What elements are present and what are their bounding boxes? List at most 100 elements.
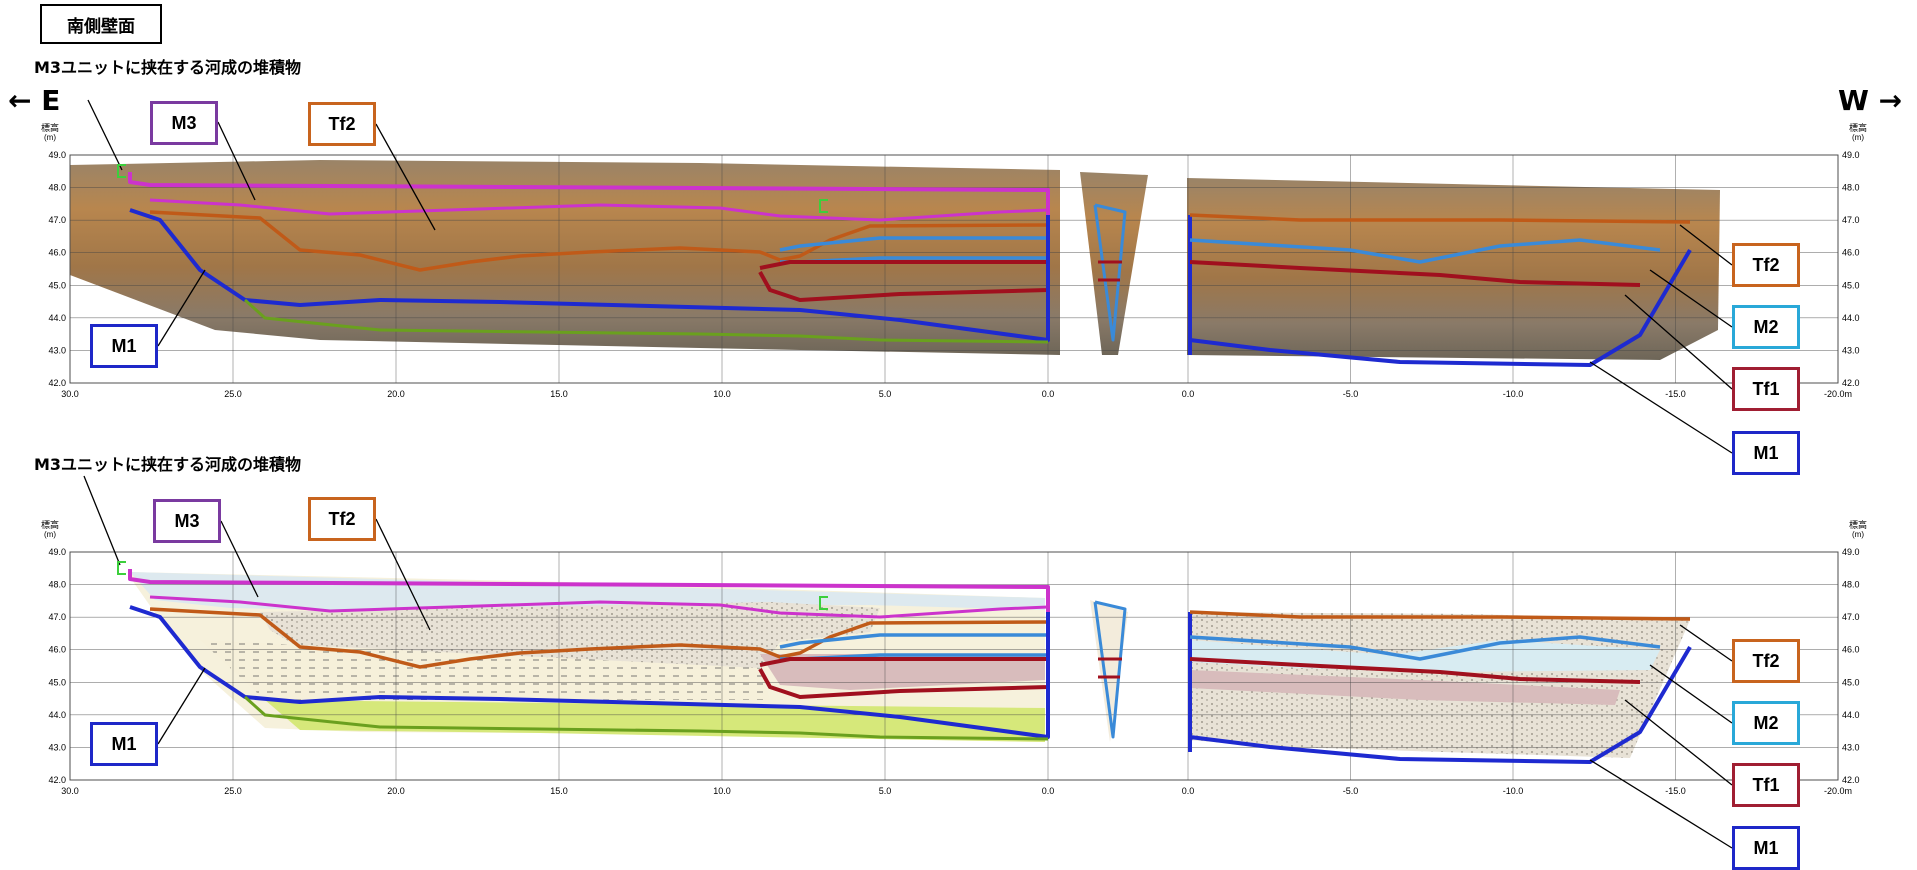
y-tick-label-left: 43.0	[48, 742, 66, 752]
leader-tf2-top	[375, 123, 436, 231]
y-tick-label-right: 44.0	[1842, 313, 1860, 323]
y-tick-label-left: 44.0	[48, 710, 66, 720]
m1-right-boundary	[1189, 248, 1692, 367]
m3-boundary	[128, 172, 1050, 215]
label-m2-bottom-right: M2	[1732, 701, 1800, 745]
label-m1-bottom-left: M1	[90, 722, 158, 766]
y-tick-label-right: 48.0	[1842, 580, 1860, 590]
note-bottom: M3ユニットに挟在する河成の堆積物	[34, 455, 302, 474]
y-tick-label-right: 46.0	[1842, 645, 1860, 655]
m1-boundary	[129, 208, 1050, 342]
elevation-unit-left: (m)	[44, 133, 56, 142]
y-tick-label-left: 45.0	[48, 677, 66, 687]
leader-tf2-top-right	[1679, 224, 1733, 266]
y-tick-label-right: 47.0	[1842, 612, 1860, 622]
x-tick-label: -5.0	[1343, 389, 1359, 399]
figure-title: 南側壁面	[40, 4, 162, 44]
photo-right-section	[1187, 178, 1720, 360]
x-tick-label: -10.0	[1503, 389, 1524, 399]
leader-tf1-top-right	[1624, 294, 1733, 390]
m3-lower-boundary	[149, 595, 1049, 619]
y-tick-label-left: 42.0	[48, 378, 66, 388]
y-tick-label-right: 43.0	[1842, 742, 1860, 752]
m1-boundary	[129, 605, 1050, 739]
tf2-right-boundary	[1189, 610, 1691, 621]
leader-note-bottom	[83, 475, 121, 566]
x-tick-label: -20.0m	[1824, 389, 1852, 399]
x-tick-label: 30.0	[61, 389, 79, 399]
y-tick-label-left: 49.0	[48, 547, 66, 557]
river-deposit-bracket	[117, 561, 126, 575]
label-m2-top-right: M2	[1732, 305, 1800, 349]
leader-m1-bottom-right	[1589, 759, 1733, 849]
x-tick-label: -5.0	[1343, 786, 1359, 796]
label-tf2-top-right: Tf2	[1732, 243, 1800, 287]
m2-right-boundary	[1189, 238, 1661, 264]
x-tick-label: -15.0	[1665, 786, 1686, 796]
m2-right-boundary	[1189, 635, 1661, 661]
elevation-unit-right: (m)	[1852, 133, 1864, 142]
label-tf2-bottom-right: Tf2	[1732, 639, 1800, 683]
label-m1-bottom-right: M1	[1732, 826, 1800, 870]
x-tick-label: -15.0	[1665, 389, 1686, 399]
elevation-label-left: 標高	[41, 122, 59, 133]
x-tick-label: 25.0	[224, 786, 242, 796]
leader-m1-top-left	[157, 269, 206, 347]
sketch-wedge	[1090, 600, 1128, 742]
m3-lower-boundary	[149, 198, 1049, 222]
elevation-unit-right: (m)	[1852, 530, 1864, 539]
note-top: M3ユニットに挟在する河成の堆積物	[34, 58, 302, 77]
leader-lines	[83, 99, 1733, 849]
west-direction-arrow: W →	[1838, 84, 1903, 117]
y-tick-label-left: 43.0	[48, 345, 66, 355]
x-tick-label: 15.0	[550, 389, 568, 399]
leader-m1-bottom-left	[157, 667, 206, 745]
elevation-label-right: 標高	[1849, 519, 1867, 530]
sketch-right-tf1-fill	[1190, 670, 1620, 705]
river-deposit-bracket	[819, 199, 828, 213]
y-tick-label-left: 48.0	[48, 580, 66, 590]
x-tick-label: 0.0	[1182, 389, 1195, 399]
leader-m2-bottom-right	[1649, 664, 1733, 724]
elevation-label-right: 標高	[1849, 122, 1867, 133]
x-tick-label: 0.0	[1042, 389, 1055, 399]
y-tick-label-left: 45.0	[48, 280, 66, 290]
m3-boundary	[128, 569, 1050, 612]
y-tick-label-right: 43.0	[1842, 345, 1860, 355]
x-tick-label: 15.0	[550, 786, 568, 796]
x-tick-label: -20.0m	[1824, 786, 1852, 796]
y-tick-label-left: 46.0	[48, 248, 66, 258]
y-tick-label-right: 48.0	[1842, 183, 1860, 193]
y-tick-label-right: 42.0	[1842, 378, 1860, 388]
tf1-right-boundary	[1189, 260, 1641, 287]
label-tf2-top: Tf2	[308, 102, 376, 146]
y-tick-label-left: 48.0	[48, 183, 66, 193]
elevation-unit-left: (m)	[44, 530, 56, 539]
sketch-dash-fill	[200, 640, 770, 700]
y-tick-label-right: 46.0	[1842, 248, 1860, 258]
label-tf2-bottom: Tf2	[308, 497, 376, 541]
river-deposit-bracket	[819, 596, 828, 610]
x-tick-label: -10.0	[1503, 786, 1524, 796]
y-tick-label-left: 46.0	[48, 645, 66, 655]
x-tick-label: 25.0	[224, 389, 242, 399]
river-deposit-bracket	[117, 164, 126, 178]
y-tick-label-right: 49.0	[1842, 150, 1860, 160]
wedge-outline	[1093, 600, 1127, 739]
east-direction-arrow: ← E	[8, 84, 61, 117]
y-tick-label-left: 42.0	[48, 775, 66, 785]
leader-tf1-bottom-right	[1624, 699, 1733, 786]
photo-left-section	[70, 160, 1060, 355]
leader-m1-top-right	[1589, 361, 1733, 454]
x-tick-label: 10.0	[713, 786, 731, 796]
tf1-right-boundary	[1189, 657, 1641, 684]
y-tick-label-left: 49.0	[48, 150, 66, 160]
x-tick-label: 5.0	[879, 389, 892, 399]
tf2-right-boundary	[1189, 213, 1691, 224]
y-tick-label-left: 47.0	[48, 215, 66, 225]
x-tick-label: 20.0	[387, 389, 405, 399]
leader-m2-top-right	[1649, 269, 1733, 328]
leader-m3-bottom	[220, 520, 259, 598]
y-tick-label-right: 45.0	[1842, 677, 1860, 687]
